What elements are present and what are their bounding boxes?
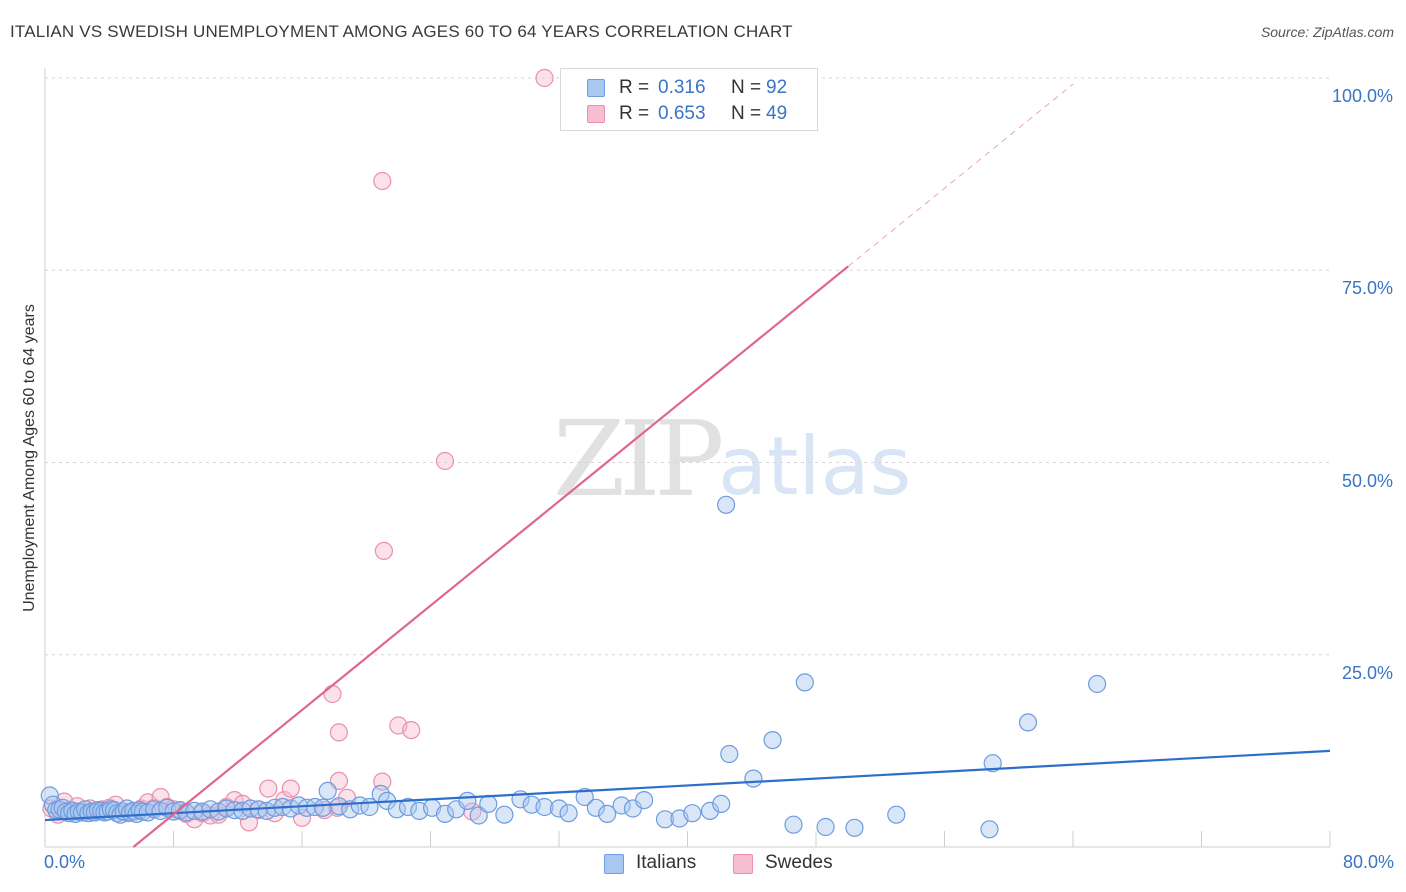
italians-point-65 xyxy=(435,804,455,824)
italians-legend-swatch xyxy=(604,854,624,874)
italians-point-55 xyxy=(329,797,348,816)
italians-point-88 xyxy=(716,495,736,514)
italians-point-78 xyxy=(598,804,617,824)
stats-row-swedes: R = 0.653 N = 49 xyxy=(561,101,817,127)
chart-title: ITALIAN VS SWEDISH UNEMPLOYMENT AMONG AG… xyxy=(10,22,793,41)
y-tick-label-100: 100.0% xyxy=(1331,86,1393,106)
swedes-point-29 xyxy=(239,813,259,832)
italians-r-label: R = xyxy=(619,77,650,98)
italians-point-67 xyxy=(458,791,477,811)
x-tick-label-min: 0.0% xyxy=(44,852,86,872)
x-tick-label-max: 80.0% xyxy=(1342,852,1394,872)
italians-point-84 xyxy=(683,804,702,823)
axes xyxy=(44,68,1331,848)
italians-point-97 xyxy=(983,754,1002,773)
italians-point-93 xyxy=(816,817,835,837)
italians-n-label: N = xyxy=(731,77,762,98)
italians-point-54 xyxy=(318,781,337,801)
source-label: Source: ZipAtlas.com xyxy=(1260,24,1394,40)
italians-point-81 xyxy=(634,790,654,810)
italians-point-99 xyxy=(1087,674,1107,694)
y-axis-label: Unemployment Among Ages 60 to 64 years xyxy=(21,304,38,612)
swedes-point-45 xyxy=(402,720,421,740)
italians-point-94 xyxy=(845,818,864,837)
italians-point-82 xyxy=(655,810,675,829)
italians-point-62 xyxy=(398,797,418,817)
swedes-r-label: R = xyxy=(619,103,650,124)
italians-point-95 xyxy=(887,805,906,824)
swedes-point-31 xyxy=(259,779,278,798)
stats-row-italians: R = 0.316 N = 92 xyxy=(561,75,817,101)
italians-swatch xyxy=(587,79,605,97)
italians-point-86 xyxy=(712,794,731,814)
italians-point-74 xyxy=(549,799,569,818)
italians-point-98 xyxy=(1018,713,1038,732)
swedes-point-43 xyxy=(329,723,348,742)
swedes-legend-swatch xyxy=(733,854,753,874)
watermark-atlas: atlas xyxy=(718,420,912,513)
swedes-point-34 xyxy=(281,779,300,798)
swedes-points xyxy=(42,68,753,832)
swedes-r-value: 0.653 xyxy=(658,103,706,124)
swedes-point-42 xyxy=(323,684,342,704)
italians-point-53 xyxy=(313,798,332,817)
italians-point-70 xyxy=(495,805,514,824)
swedes-point-47 xyxy=(374,541,393,561)
italians-point-90 xyxy=(763,730,782,750)
grid-lines xyxy=(45,77,1330,656)
watermark-zip: ZIP xyxy=(553,398,724,520)
y-tick-label-75: 75.0% xyxy=(1341,278,1393,299)
swedes-n-value: 49 xyxy=(766,103,788,124)
italians-point-79 xyxy=(612,796,631,815)
italians-legend-label: Italians xyxy=(636,852,697,873)
swedes-n-label: N = xyxy=(731,103,762,124)
trend-lines xyxy=(44,83,1331,848)
italians-point-96 xyxy=(980,820,999,839)
stats-legend: R = 0.316 N = 92 R = 0.653 N = 49 xyxy=(560,68,818,131)
italians-n-value: 92 xyxy=(766,77,788,98)
italians-point-34 xyxy=(164,802,183,821)
italians-point-75 xyxy=(559,804,578,823)
swedes-point-49 xyxy=(535,68,554,88)
italians-point-76 xyxy=(575,787,594,807)
italians-point-56 xyxy=(341,800,360,819)
swedes-trend-line xyxy=(132,265,849,848)
italians-point-73 xyxy=(535,797,554,817)
italians-point-91 xyxy=(784,815,803,834)
italians-point-77 xyxy=(586,798,606,817)
italians-point-89 xyxy=(744,769,763,788)
italians-r-value: 0.316 xyxy=(658,77,706,98)
y-tick-label-50: 50.0% xyxy=(1341,470,1393,491)
swedes-point-48 xyxy=(373,171,392,191)
italians-point-87 xyxy=(720,744,739,764)
italians-point-92 xyxy=(795,673,814,692)
italians-trend-line xyxy=(44,749,1331,822)
italians-points xyxy=(40,495,1107,839)
y-tick-label-25: 25.0% xyxy=(1341,662,1393,683)
swedes-trend-extension xyxy=(847,83,1074,267)
swedes-point-46 xyxy=(435,451,455,471)
italians-point-69 xyxy=(479,794,498,814)
swedes-swatch xyxy=(587,105,605,123)
italians-point-85 xyxy=(700,801,720,821)
swedes-legend-label: Swedes xyxy=(765,852,833,873)
